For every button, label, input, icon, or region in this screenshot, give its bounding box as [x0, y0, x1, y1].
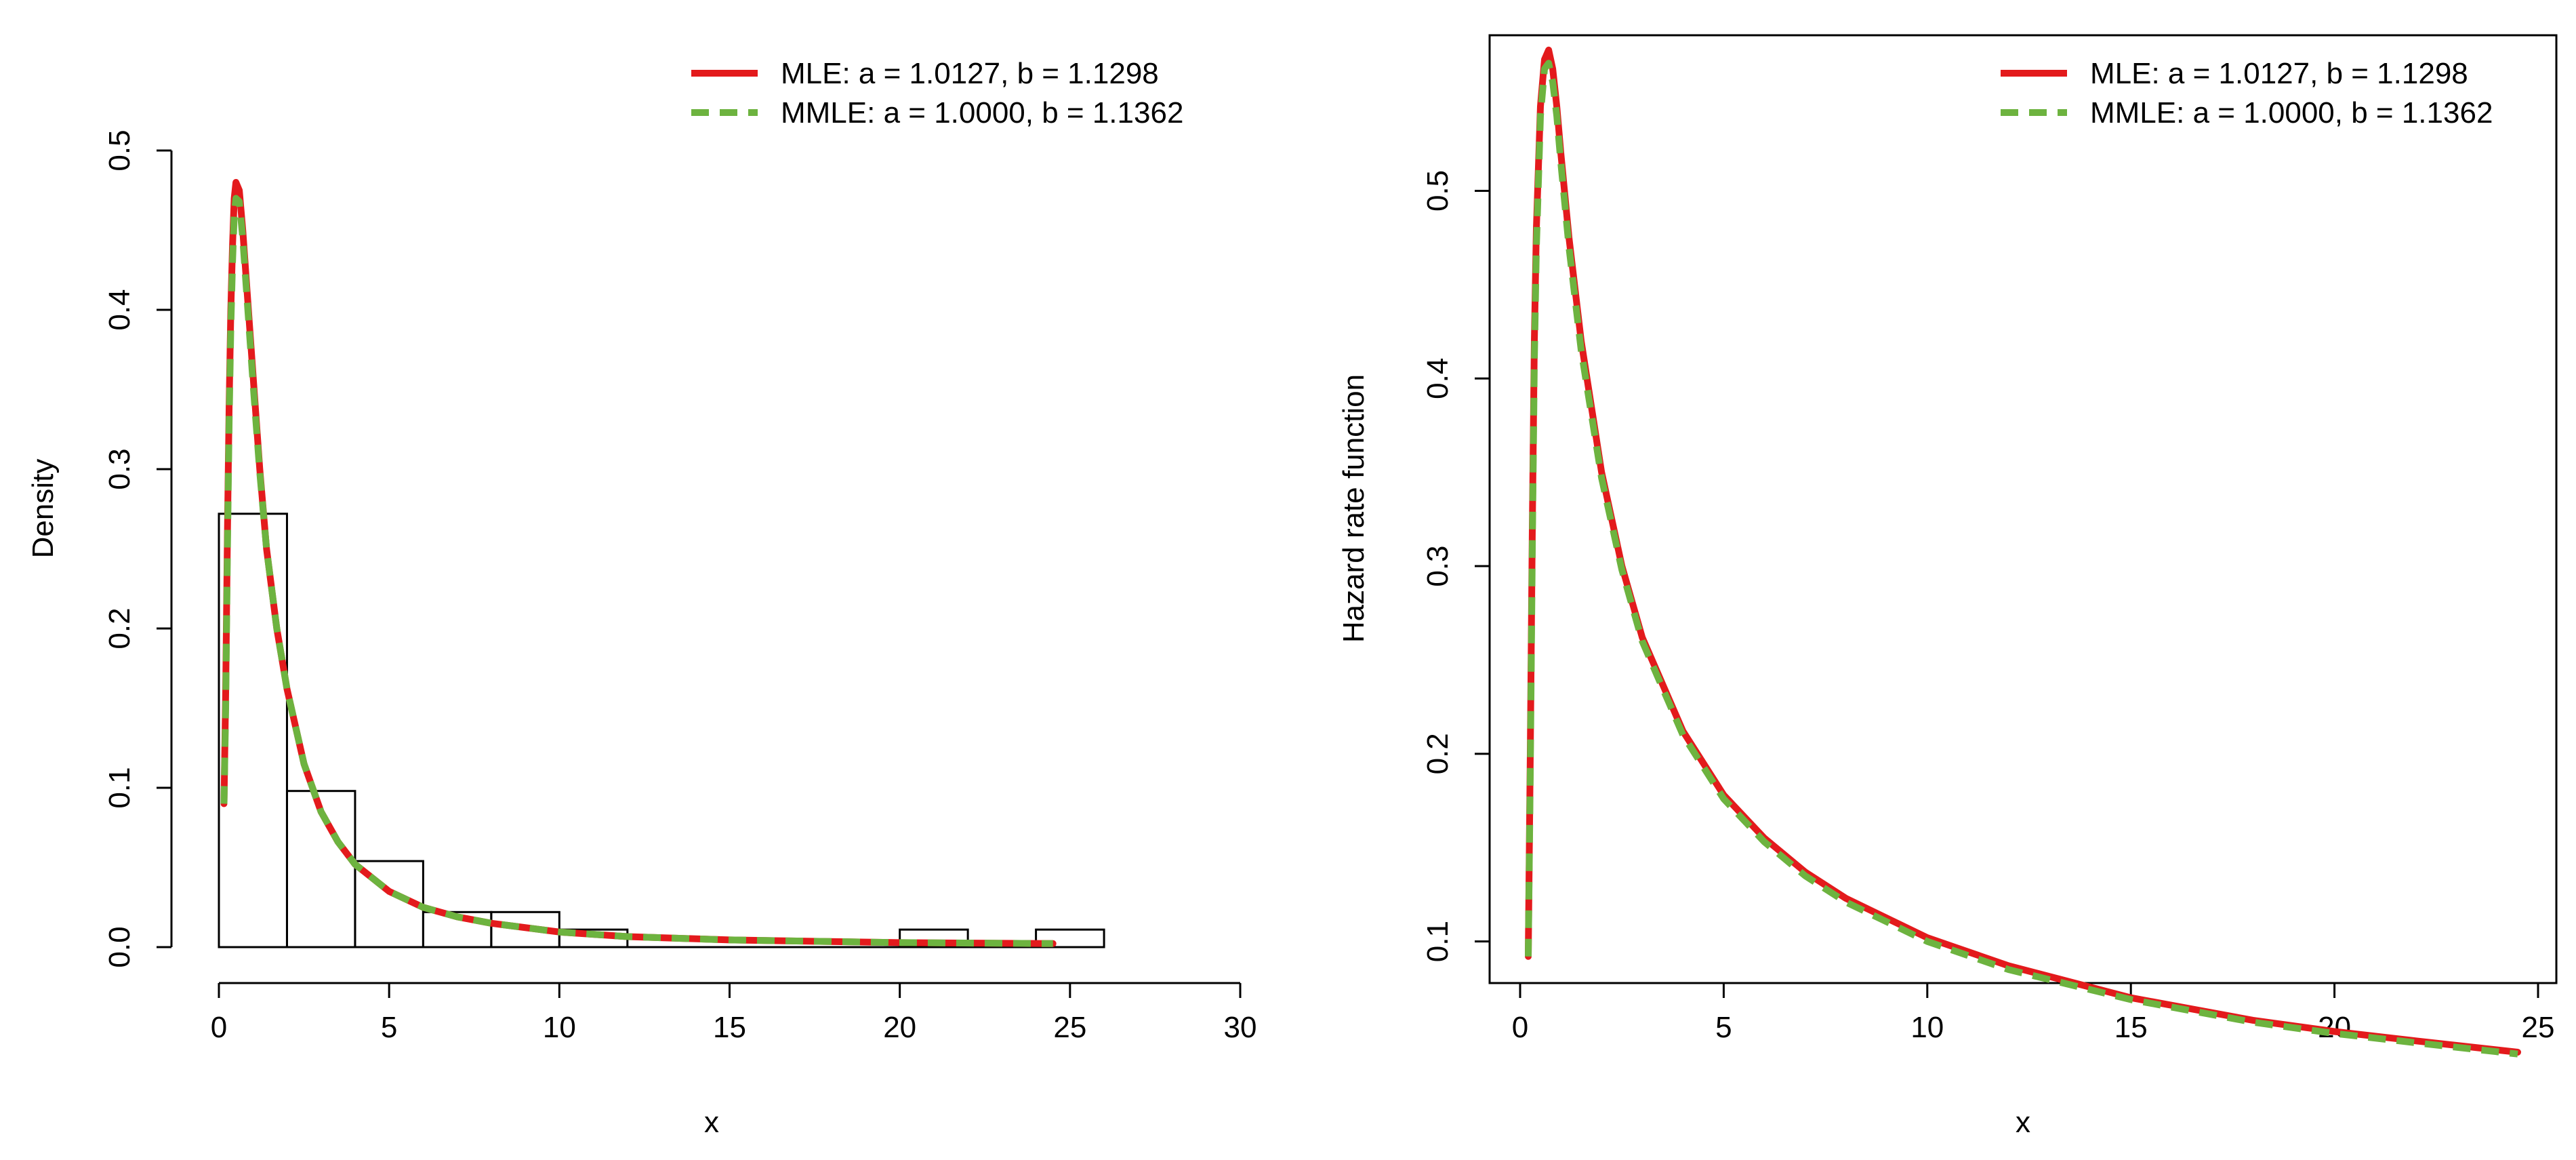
series-line-mmle [220, 195, 1053, 947]
x-tick-label: 25 [1053, 1011, 1086, 1044]
y-tick-label: 0.2 [103, 607, 136, 649]
y-axis-title: Hazard rate function [1337, 374, 1370, 643]
x-tick-label: 15 [713, 1011, 746, 1044]
series-lines [1525, 46, 2521, 1058]
x-tick-label: 15 [2114, 1011, 2148, 1044]
y-tick-label: 0.0 [103, 926, 136, 967]
y-tick-label: 0.1 [103, 767, 136, 808]
plot-frame [1488, 34, 2558, 984]
legend-label-mmle: MMLE: a = 1.0000, b = 1.1362 [781, 96, 1183, 129]
histogram-bar [218, 513, 288, 948]
y-axis-title: Density [26, 459, 60, 559]
legend: MLE: a = 1.0127, b = 1.1298 MMLE: a = 1.… [2001, 57, 2493, 129]
x-tick-label: 5 [1715, 1011, 1732, 1044]
y-tick-label: 0.4 [103, 289, 136, 330]
y-tick-label: 0.3 [1421, 545, 1454, 586]
x-tick-label: 0 [1512, 1011, 1528, 1044]
hazard-rate-panel: x Hazard rate function 0 5 10 15 20 250.10.20… [1337, 34, 2558, 1139]
histogram-bar [1035, 928, 1105, 948]
density-histogram-panel: x Density 0 5 10 15 20 25 30 0.0 0.1 0.2 0.3 0.4 0.5… [26, 57, 1256, 1139]
x-tick-label: 25 [2522, 1011, 2555, 1044]
x-tick-label: 5 [381, 1011, 397, 1044]
x-tick-label: 10 [1910, 1011, 1944, 1044]
y-tick-label: 0.2 [1421, 733, 1454, 774]
x-tick-label: 30 [1224, 1011, 1257, 1044]
x-tick-label: 10 [543, 1011, 576, 1044]
histogram-bars [218, 513, 1105, 948]
legend-label-mle: MLE: a = 1.0127, b = 1.1298 [2090, 57, 2468, 90]
histogram-bar [899, 928, 969, 948]
x-axis-title: x [2016, 1106, 2030, 1139]
x-tick-label: 0 [211, 1011, 227, 1044]
y-tick-label: 0.4 [1421, 358, 1454, 399]
series-lines [220, 179, 1057, 947]
y-tick-label: 0.5 [1421, 170, 1454, 212]
y-tick-label: 0.1 [1421, 921, 1454, 962]
legend-label-mmle: MMLE: a = 1.0000, b = 1.1362 [2090, 96, 2493, 129]
axes: 0 5 10 15 20 250.10.20.30.40.5 [1421, 170, 2554, 1044]
x-tick-label: 20 [883, 1011, 916, 1044]
legend-label-mle: MLE: a = 1.0127, b = 1.1298 [781, 57, 1159, 90]
legend: MLE: a = 1.0127, b = 1.1298 MMLE: a = 1.… [691, 57, 1183, 129]
x-axis-title: x [704, 1106, 719, 1139]
y-tick-label: 0.5 [103, 129, 136, 171]
y-tick-label: 0.3 [103, 448, 136, 489]
axes: 0 5 10 15 20 25 30 0.0 0.1 0.2 0.3 0.4 0.5 [103, 129, 1256, 1044]
series-line-mmle [1525, 60, 2518, 1058]
